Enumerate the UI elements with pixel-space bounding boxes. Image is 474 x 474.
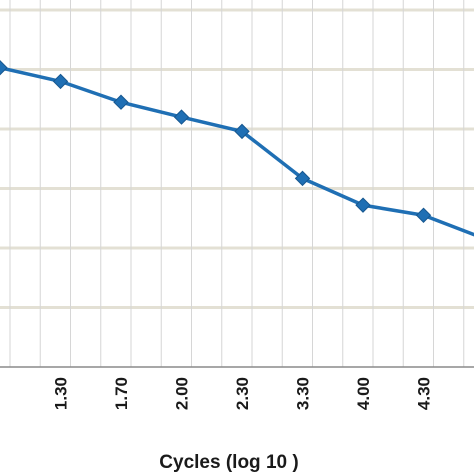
x-tick-label: 4.00 [354, 377, 373, 410]
data-point-marker [355, 197, 371, 213]
data-point-marker [173, 109, 190, 125]
x-tick-label: 1.30 [52, 377, 71, 410]
x-tick-label: 4.30 [415, 377, 434, 410]
data-point-marker [415, 207, 432, 223]
data-point-marker [0, 60, 8, 76]
x-tick-label: 2.30 [233, 377, 252, 410]
x-tick-label: 2.00 [173, 377, 192, 410]
data-point-marker [52, 73, 69, 90]
horizontal-gridlines [0, 8, 474, 309]
data-point-marker [234, 123, 250, 140]
series-layer [0, 60, 474, 237]
x-tick-label: 1.70 [112, 377, 131, 410]
x-tick-label: 3.30 [294, 377, 313, 410]
x-axis-title: Cycles (log 10 ) [159, 452, 298, 473]
data-point-marker [113, 94, 129, 110]
series-markers [0, 60, 432, 223]
x-tick-labels: 1.301.702.002.303.304.004.305.00 [52, 377, 434, 410]
vertical-gridlines [9, 0, 465, 367]
data-point-marker [294, 170, 311, 187]
